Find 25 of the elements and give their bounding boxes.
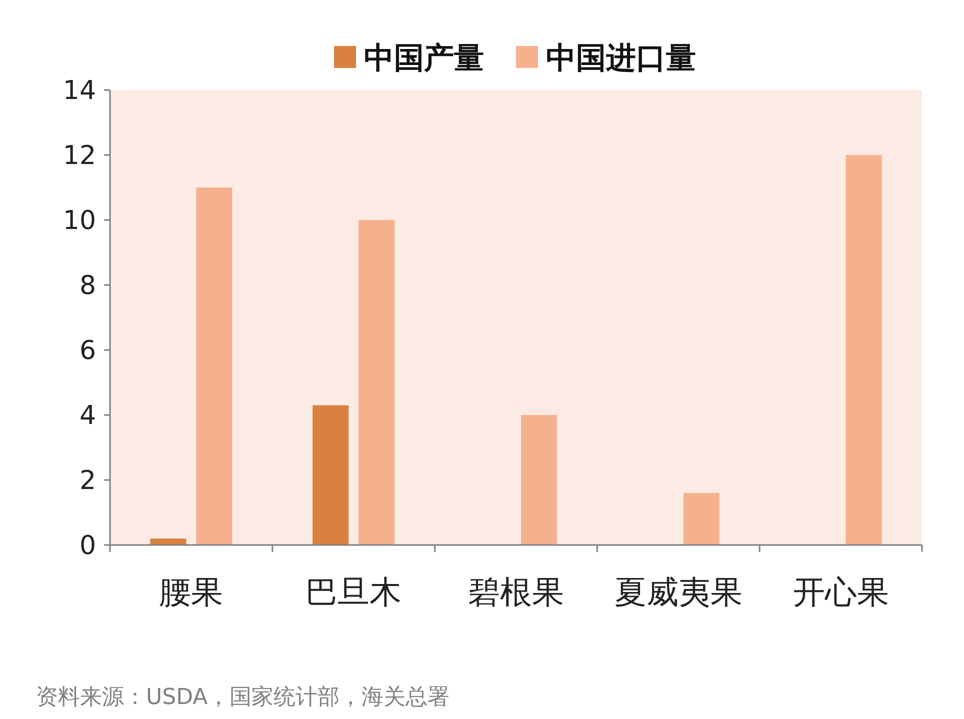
legend-label: 中国进口量	[546, 41, 696, 76]
legend-item: 中国进口量	[516, 41, 696, 76]
y-tick-label: 0	[79, 531, 96, 561]
y-tick-label: 10	[62, 206, 96, 236]
legend-label: 中国产量	[364, 41, 484, 76]
bar	[846, 155, 882, 545]
y-tick-label: 2	[79, 466, 96, 496]
y-tick-label: 12	[62, 141, 96, 171]
x-tick-label: 腰果	[159, 573, 224, 611]
bar	[312, 405, 349, 545]
x-tick-label: 碧根果	[468, 573, 564, 611]
y-tick-label: 8	[79, 271, 96, 301]
y-tick-label: 14	[62, 76, 96, 106]
bar	[521, 415, 557, 545]
legend-item: 中国产量	[334, 41, 484, 76]
text: 资料来源：USDA，国家统计部，海关总署	[36, 685, 450, 710]
y-tick-label: 4	[79, 401, 96, 431]
bar	[683, 493, 720, 545]
bar	[358, 220, 395, 545]
x-tick-label: 夏威夷果	[614, 573, 742, 611]
x-tick-label: 巴旦木	[306, 573, 402, 611]
x-tick-label: 开心果	[792, 573, 889, 611]
bar	[150, 538, 186, 545]
bar	[196, 188, 232, 545]
y-tick-label: 6	[79, 336, 96, 366]
